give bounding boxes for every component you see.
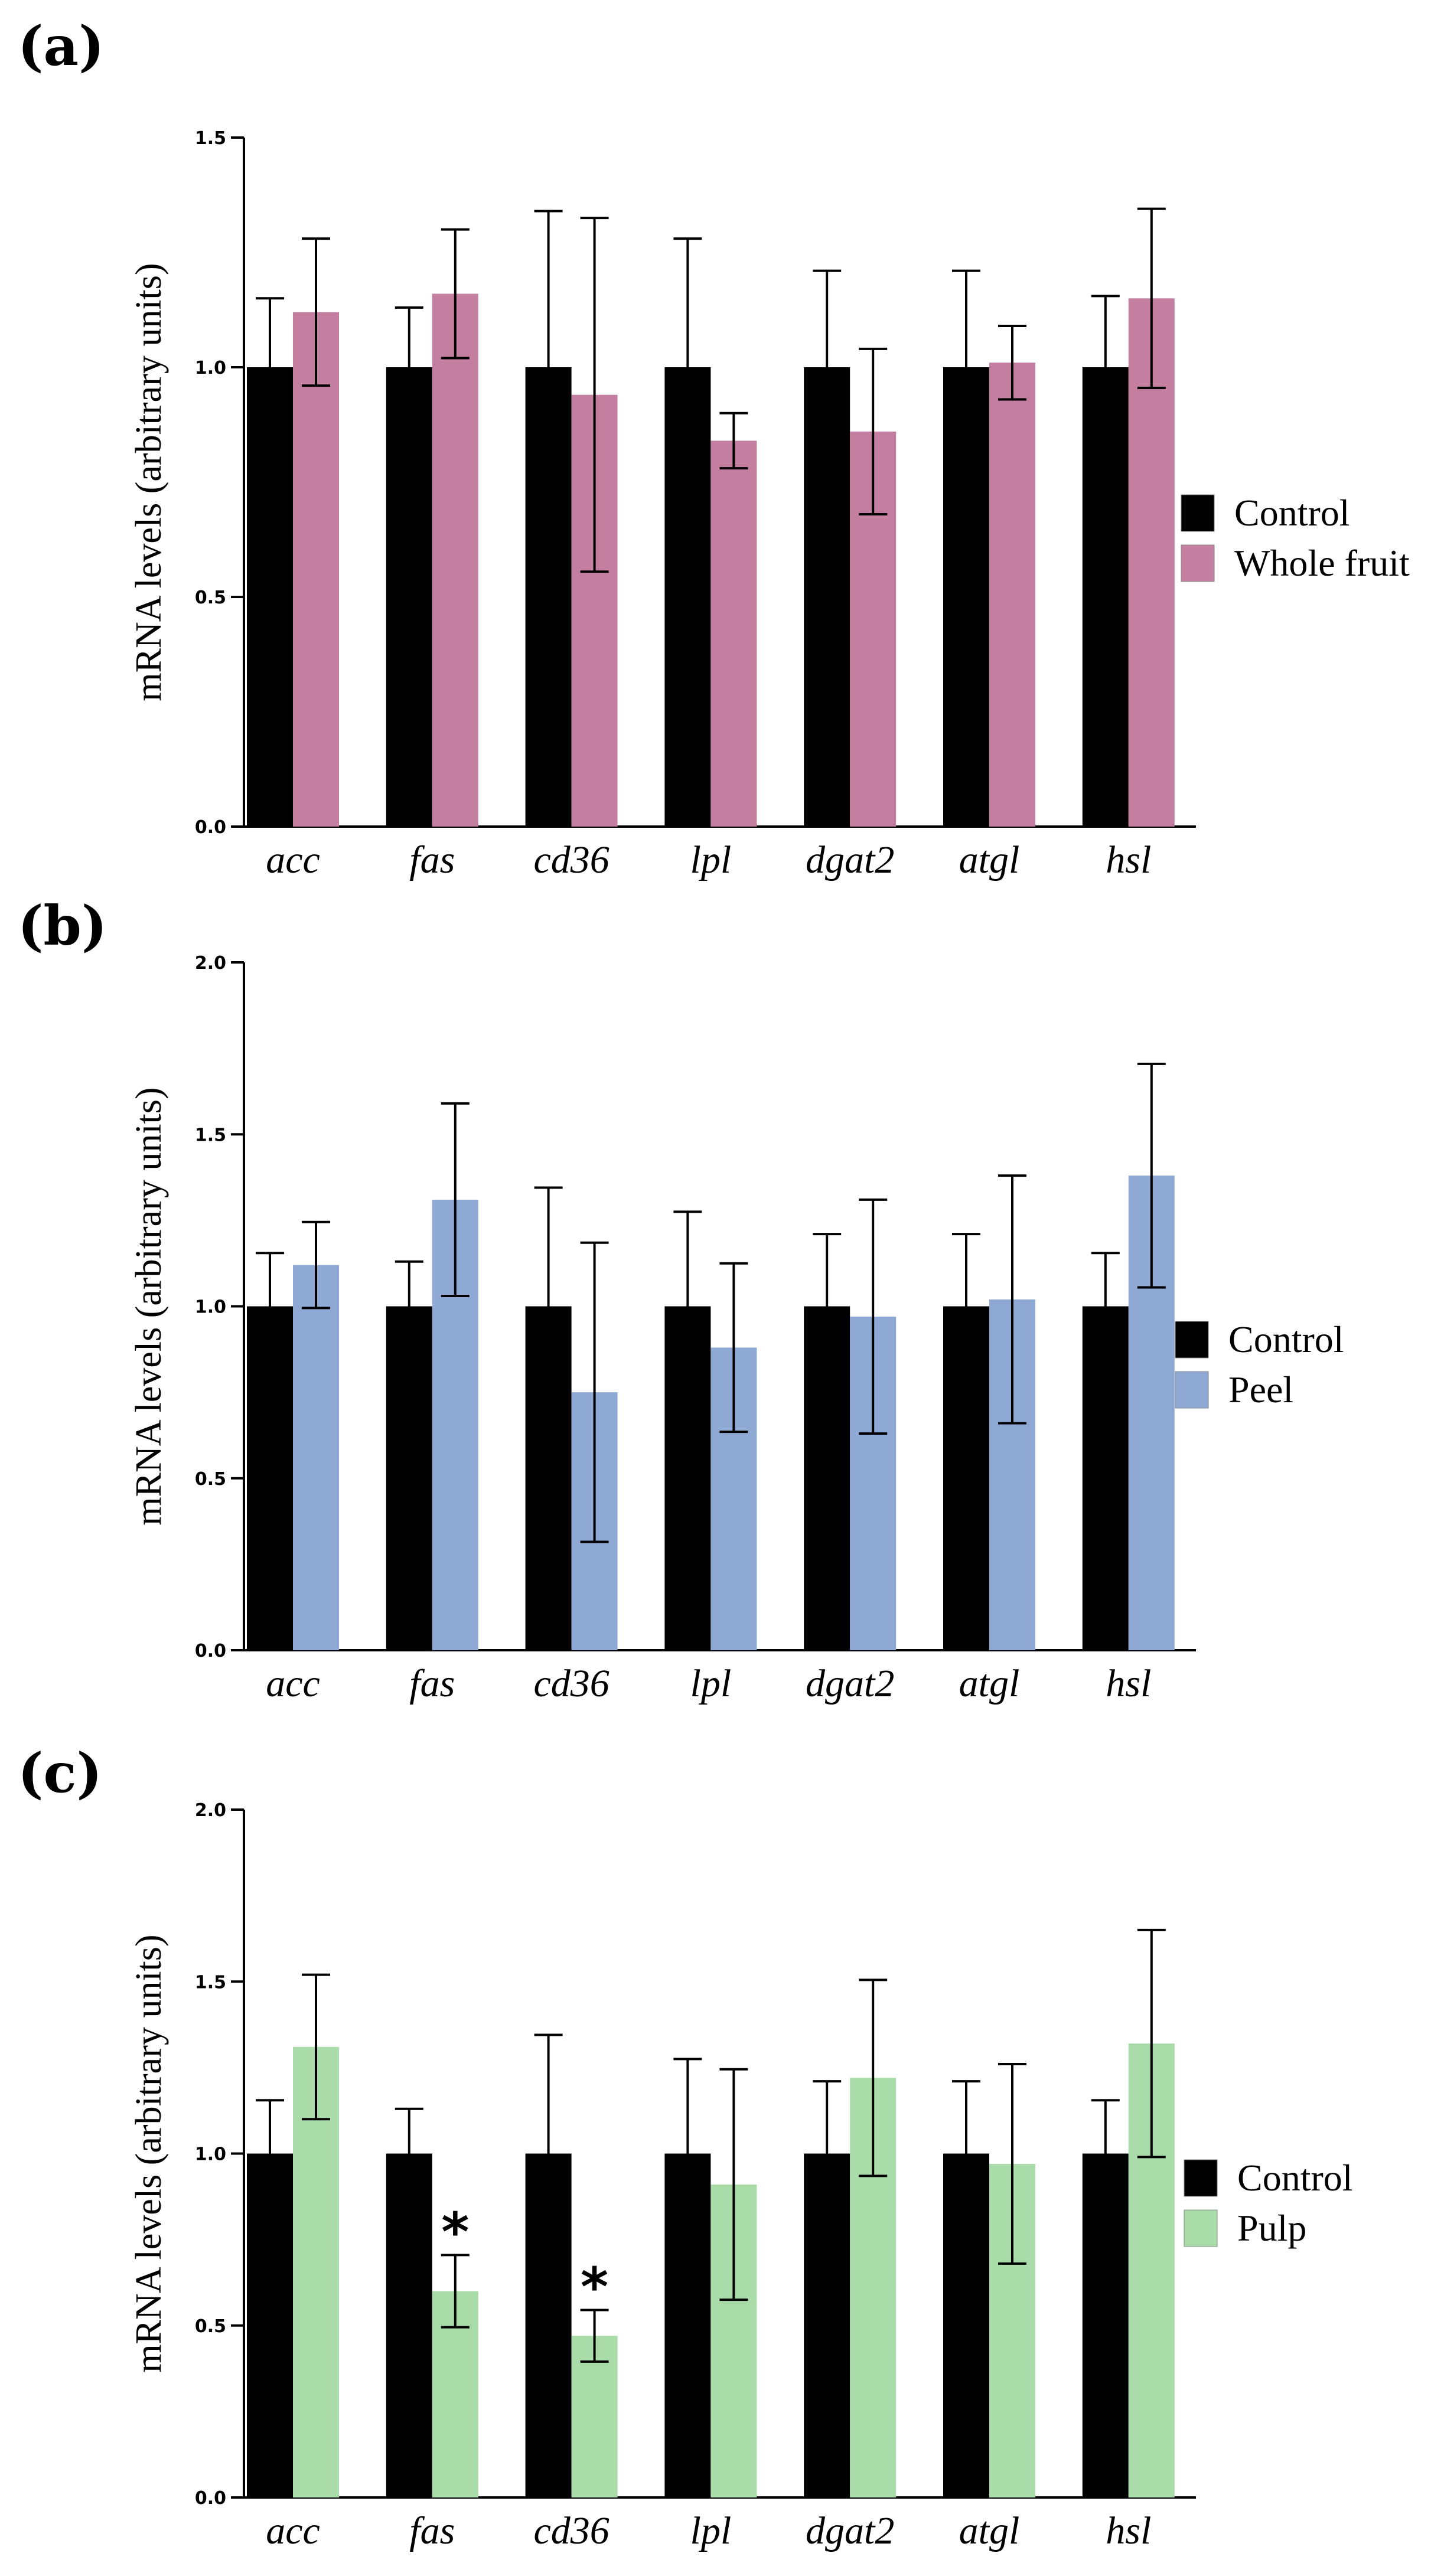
category-label: acc bbox=[266, 2509, 320, 2552]
panel-label: (b) bbox=[18, 894, 107, 958]
y-tick-label: 0.0 bbox=[195, 1641, 226, 1661]
category-label: cd36 bbox=[533, 838, 609, 881]
y-tick-label: 1.5 bbox=[195, 1972, 226, 1993]
legend-label: Control bbox=[1234, 492, 1350, 534]
y-axis-label: mRNA levels (arbitrary units) bbox=[129, 263, 169, 701]
legend-swatch-peel bbox=[1175, 1371, 1209, 1409]
legend-swatch-pulp bbox=[1184, 2209, 1218, 2247]
significance-marker: * bbox=[441, 2201, 469, 2263]
bar-control-fas bbox=[386, 1306, 432, 1650]
category-label: fas bbox=[409, 1662, 455, 1705]
legend-swatch-whole-fruit bbox=[1181, 544, 1215, 582]
category-label: hsl bbox=[1106, 1662, 1151, 1705]
panel-c: (c) 0.0 0.5 1.0 1.5 2.0 mRNA levels (arbitrary… bbox=[18, 1741, 1353, 2552]
y-tick-label: 1.0 bbox=[195, 2144, 226, 2165]
category-label: lpl bbox=[690, 2509, 732, 2552]
y-tick-label: 0.0 bbox=[195, 2488, 226, 2509]
category-label: atgl bbox=[959, 1662, 1020, 1705]
y-tick-label: 2.0 bbox=[195, 1800, 226, 1821]
category-label: dgat2 bbox=[806, 838, 894, 881]
legend-swatch-control bbox=[1181, 494, 1215, 532]
legend-label: Pulp bbox=[1237, 2207, 1306, 2249]
legend-label: Peel bbox=[1228, 1369, 1293, 1411]
panel-a: (a) 0.0 0.5 1.0 1.5 mRNA levels (arbitrary un… bbox=[18, 14, 1410, 881]
category-label: cd36 bbox=[533, 1662, 609, 1705]
significance-marker: * bbox=[581, 2257, 608, 2319]
legend-label: Control bbox=[1228, 1318, 1344, 1360]
bar-control-acc bbox=[247, 367, 293, 827]
category-label: fas bbox=[409, 2509, 455, 2552]
panel-label: (c) bbox=[18, 1741, 102, 1805]
bar-control-hsl bbox=[1082, 1306, 1129, 1650]
bar-peel-acc bbox=[293, 1265, 339, 1650]
category-label: dgat2 bbox=[806, 1662, 894, 1705]
legend-label: Control bbox=[1237, 2157, 1353, 2199]
category-label: acc bbox=[266, 1662, 320, 1705]
category-label: atgl bbox=[959, 2509, 1020, 2552]
y-tick-label: 0.0 bbox=[195, 817, 226, 838]
category-label: acc bbox=[266, 838, 320, 881]
y-axis-label: mRNA levels (arbitrary units) bbox=[129, 1087, 169, 1525]
category-label: lpl bbox=[690, 1662, 732, 1705]
bar-whole-fruit-acc bbox=[293, 312, 339, 827]
y-axis-label: mRNA levels (arbitrary units) bbox=[129, 1934, 169, 2372]
bar-control-acc bbox=[247, 1306, 293, 1650]
bar-pulp-acc bbox=[293, 2046, 339, 2497]
y-tick-label: 1.0 bbox=[195, 358, 226, 378]
bar-control-fas bbox=[386, 367, 432, 827]
category-label: hsl bbox=[1106, 2509, 1151, 2552]
panel-b: (b) 0.0 0.5 1.0 1.5 2.0 mRNA levels (arbitrary… bbox=[18, 894, 1344, 1705]
category-label: lpl bbox=[690, 838, 732, 881]
y-tick-label: 0.5 bbox=[195, 1469, 226, 1490]
y-tick-label: 0.5 bbox=[195, 587, 226, 608]
panel-label: (a) bbox=[18, 14, 105, 78]
bar-control-fas bbox=[386, 2153, 432, 2497]
y-tick-label: 1.5 bbox=[195, 1125, 226, 1145]
category-label: atgl bbox=[959, 838, 1020, 881]
bar-control-acc bbox=[247, 2153, 293, 2497]
category-label: hsl bbox=[1106, 838, 1151, 881]
bar-whole-fruit-fas bbox=[432, 293, 478, 827]
category-label: cd36 bbox=[533, 2509, 609, 2552]
legend-swatch-control bbox=[1175, 1321, 1209, 1359]
legend-label: Whole fruit bbox=[1234, 542, 1410, 584]
legend-swatch-control bbox=[1184, 2159, 1218, 2197]
bar-control-hsl bbox=[1082, 367, 1129, 827]
y-tick-label: 2.0 bbox=[195, 953, 226, 974]
bar-whole-fruit-lpl bbox=[710, 440, 757, 827]
y-tick-label: 1.0 bbox=[195, 1297, 226, 1318]
y-tick-label: 1.5 bbox=[195, 128, 226, 149]
bar-control-hsl bbox=[1082, 2153, 1129, 2497]
bar-whole-fruit-atgl bbox=[989, 363, 1035, 827]
category-label: dgat2 bbox=[806, 2509, 894, 2552]
y-tick-label: 0.5 bbox=[195, 2316, 226, 2337]
category-label: fas bbox=[409, 838, 455, 881]
